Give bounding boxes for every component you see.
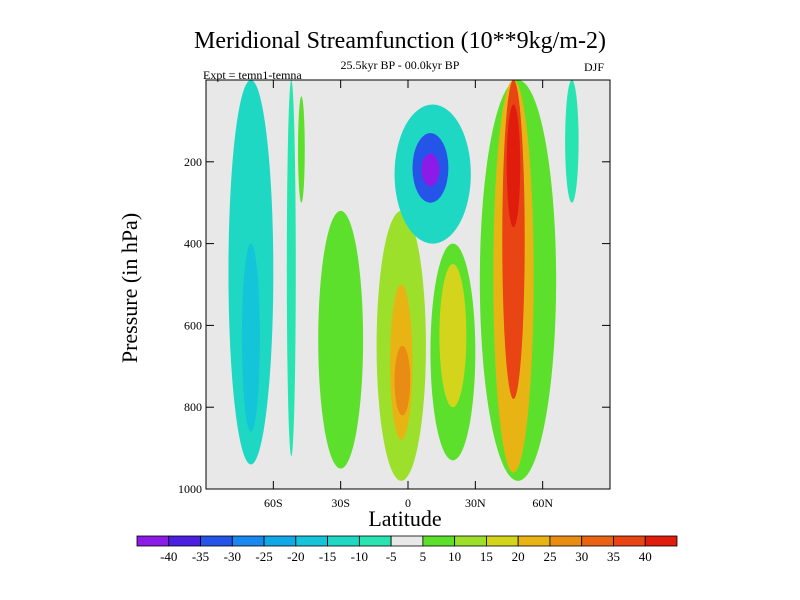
colorbar-label: -10 [351,549,368,564]
season-label: DJF [584,60,605,74]
colorbar-swatch [168,535,201,547]
colorbar-swatch [422,535,456,547]
x-tick-label: 60N [532,496,553,510]
colorbar-label: 10 [448,549,461,564]
colorbar-label: 15 [480,549,493,564]
colorbar-label: -35 [192,549,209,564]
colorbar-swatch [263,535,297,547]
y-tick-label: 400 [184,237,202,251]
contour-region [286,80,296,457]
contour-region [298,96,305,203]
x-tick-label: 60S [264,496,283,510]
contour-region [318,210,364,469]
contour-region [506,104,521,228]
colorbar-label: 5 [420,549,427,564]
colorbar-swatch [486,535,519,547]
contour-region [241,243,260,432]
experiment-label: Expt = temn1-temna [203,68,302,82]
y-tick-label: 600 [184,318,202,332]
colorbar-swatch [231,535,265,547]
colorbar-swatch [613,535,646,547]
colorbar-label: -15 [319,549,336,564]
colorbar-swatch [358,535,392,547]
x-axis-label: Latitude [368,506,442,531]
colorbar-swatch [327,535,360,547]
chart-title: Meridional Streamfunction (10**9kg/m-2) [194,28,606,54]
colorbar-label: -5 [386,549,397,564]
colorbar-label: -30 [224,549,241,564]
colorbar-swatch [644,535,678,547]
colorbar-swatch [200,535,233,547]
colorbar-swatch [517,535,551,547]
colorbar-swatch [549,535,583,547]
y-tick-label: 200 [184,155,202,169]
y-axis-label: Pressure (in hPa) [117,212,142,364]
colorbar-swatch [295,535,328,547]
colorbar-swatch [390,535,424,547]
colorbar-label: -20 [287,549,304,564]
colorbar-label: -40 [160,549,177,564]
colorbar-label: 30 [575,549,588,564]
colorbar-swatch [136,535,170,547]
colorbar-label: 40 [639,549,652,564]
colorbar-label: -25 [255,549,272,564]
contour-region [394,345,411,416]
x-tick-label: 30S [331,496,350,510]
colorbar-label: 25 [543,549,556,564]
colorbar-swatch [454,535,487,547]
contour-region [421,153,440,187]
y-tick-label: 800 [184,400,202,414]
chart-subtitle: 25.5kyr BP - 00.0kyr BP [340,58,460,72]
contour-region [439,264,467,408]
contour-region [565,80,579,203]
colorbar-swatch [581,535,614,547]
colorbar-label: 20 [512,549,525,564]
colorbar-label: 35 [607,549,620,564]
x-tick-label: 0 [405,496,411,510]
y-tick-label: 1000 [178,482,202,496]
x-tick-label: 30N [465,496,486,510]
